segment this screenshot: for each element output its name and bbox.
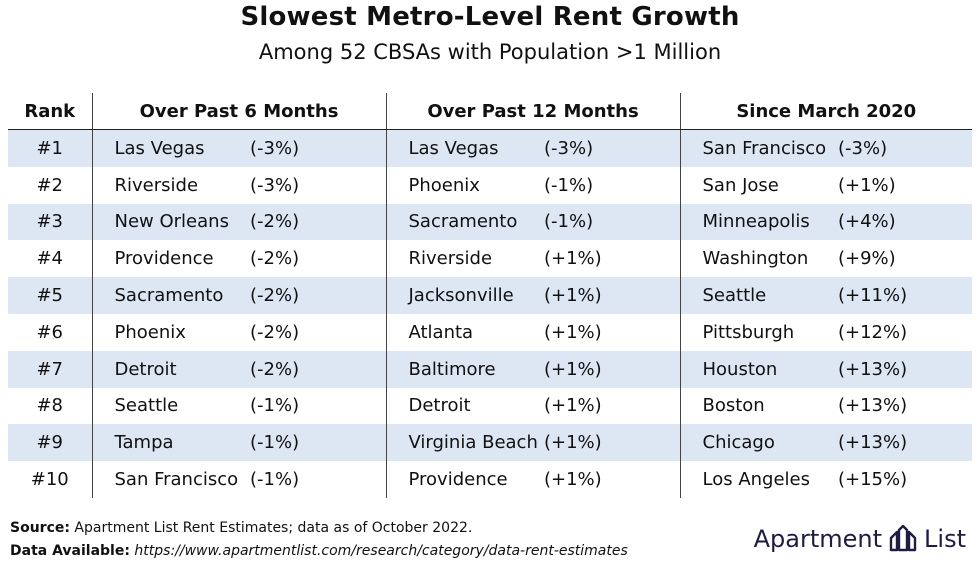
table-row: #3 New Orleans (-2%) Sacramento (-1%) Minneap… bbox=[8, 203, 973, 241]
pct-since-march-2020: (+15%) bbox=[838, 469, 908, 491]
city-12-months: Atlanta bbox=[408, 321, 474, 343]
city-since-march-2020: Los Angeles bbox=[702, 469, 811, 491]
rank-cell: #8 bbox=[8, 387, 93, 425]
pct-6-months: (-3%) bbox=[250, 129, 387, 167]
logo-text-left: Apartment bbox=[753, 525, 883, 553]
pct-12-months: (-1%) bbox=[544, 203, 681, 241]
pct-since-march-2020: (+12%) bbox=[838, 321, 908, 343]
pct-since-march-2020: (+13%) bbox=[838, 395, 908, 417]
source-label: Source: bbox=[10, 520, 70, 536]
table-row: #8 Seattle (-1%) Detroit (+1%) Boston (+13%) bbox=[8, 387, 972, 425]
city-12-months: Jacksonville bbox=[386, 277, 544, 314]
table-row: #9 Tampa (-1%) Virginia Beach (+1%) Chicago (+… bbox=[8, 424, 973, 462]
pct-6-months: (-1%) bbox=[250, 461, 387, 498]
rank-cell: #4 bbox=[8, 240, 93, 278]
footer-data-available: Data Available: https://www.apartmentlis… bbox=[10, 543, 628, 559]
city-12-months: Providence bbox=[408, 469, 508, 491]
pct-12-months: (+1%) bbox=[544, 240, 681, 278]
pct-6-months: (-1%) bbox=[250, 387, 387, 425]
city-6-months: Providence bbox=[114, 248, 214, 270]
header-12-months: Over Past 12 Months bbox=[386, 93, 681, 130]
pct-6-months: (-1%) bbox=[250, 424, 387, 462]
city-since-march-2020: Pittsburgh bbox=[702, 321, 795, 343]
pct-since-march-2020: (-3%) bbox=[838, 129, 973, 167]
rank-cell: #2 bbox=[8, 166, 93, 204]
city-since-march-2020: San Jose bbox=[702, 174, 779, 196]
pct-12-months: (+1%) bbox=[544, 461, 681, 498]
pct-6-months: (-2%) bbox=[250, 350, 387, 388]
rank-cell: #9 bbox=[8, 424, 93, 462]
city-6-months: San Francisco bbox=[114, 469, 239, 491]
rank-cell: #1 bbox=[8, 129, 93, 167]
data-url-link[interactable]: https://www.apartmentlist.com/research/c… bbox=[134, 543, 628, 559]
apartment-list-logo: Apartment List bbox=[754, 524, 966, 554]
city-12-months: Sacramento bbox=[386, 203, 544, 241]
city-since-march-2020: Chicago bbox=[680, 424, 838, 462]
pct-12-months: (+1%) bbox=[544, 350, 681, 388]
rent-growth-table: Rank Over Past 6 Months Over Past 12 Mon… bbox=[8, 93, 973, 498]
pct-6-months: (-3%) bbox=[250, 166, 387, 204]
pct-since-march-2020: (+11%) bbox=[838, 277, 973, 314]
city-6-months: New Orleans bbox=[92, 203, 250, 241]
city-6-months: Tampa bbox=[92, 424, 250, 462]
table-row: #1 Las Vegas (-3%) Las Vegas (-3%) San Franci… bbox=[8, 129, 973, 167]
pct-6-months: (-2%) bbox=[250, 277, 387, 314]
pct-since-march-2020: (+13%) bbox=[838, 350, 973, 388]
pct-12-months: (-1%) bbox=[544, 166, 681, 204]
table-row: #7 Detroit (-2%) Baltimore (+1%) Houston (+13%… bbox=[8, 350, 973, 388]
city-6-months: Las Vegas bbox=[92, 129, 250, 167]
city-12-months: Virginia Beach bbox=[386, 424, 544, 462]
building-logo-icon bbox=[889, 524, 917, 552]
pct-since-march-2020: (+13%) bbox=[838, 424, 973, 462]
rank-cell: #6 bbox=[8, 313, 93, 351]
rank-cell: #5 bbox=[8, 277, 93, 314]
city-since-march-2020: Washington bbox=[702, 248, 809, 270]
chart-subtitle: Among 52 CBSAs with Population >1 Millio… bbox=[258, 40, 722, 64]
city-since-march-2020: San Francisco bbox=[680, 129, 838, 167]
city-12-months: Phoenix bbox=[408, 174, 480, 196]
rank-cell: #3 bbox=[8, 203, 93, 241]
logo-text-right: List bbox=[924, 525, 966, 553]
city-6-months: Phoenix bbox=[114, 321, 186, 343]
rank-cell: #7 bbox=[8, 350, 93, 388]
table-row: #10 San Francisco (-1%) Providence (+1%) Los … bbox=[8, 461, 972, 498]
city-12-months: Baltimore bbox=[386, 350, 544, 388]
city-12-months: Riverside bbox=[408, 248, 493, 270]
data-available-label: Data Available: bbox=[10, 543, 130, 559]
pct-6-months: (-2%) bbox=[250, 313, 387, 351]
city-since-march-2020: Minneapolis bbox=[680, 203, 838, 241]
city-12-months: Las Vegas bbox=[386, 129, 544, 167]
pct-since-march-2020: (+1%) bbox=[838, 174, 896, 196]
city-since-march-2020: Boston bbox=[702, 395, 765, 417]
pct-since-march-2020: (+9%) bbox=[838, 248, 896, 270]
source-text: Apartment List Rent Estimates; data as o… bbox=[74, 520, 473, 536]
table-row: #6 Phoenix (-2%) Atlanta (+1%) Pittsburgh (+12… bbox=[8, 313, 972, 351]
table-header-row: Rank Over Past 6 Months Over Past 12 Mon… bbox=[8, 93, 973, 130]
table-row: #2 Riverside (-3%) Phoenix (-1%) San Jose (+1%… bbox=[8, 166, 972, 204]
pct-12-months: (+1%) bbox=[544, 387, 681, 425]
pct-6-months: (-2%) bbox=[250, 203, 387, 241]
city-6-months: Sacramento bbox=[92, 277, 250, 314]
pct-12-months: (+1%) bbox=[544, 277, 681, 314]
city-6-months: Seattle bbox=[114, 395, 179, 417]
pct-12-months: (-3%) bbox=[544, 129, 681, 167]
city-since-march-2020: Seattle bbox=[680, 277, 838, 314]
city-since-march-2020: Houston bbox=[680, 350, 838, 388]
table-row: #4 Providence (-2%) Riverside (+1%) Washingto… bbox=[8, 240, 972, 278]
footer-source: Source: Apartment List Rent Estimates; d… bbox=[10, 520, 472, 536]
header-6-months: Over Past 6 Months bbox=[92, 93, 387, 130]
table-body: #1 Las Vegas (-3%) Las Vegas (-3%) San Franci… bbox=[8, 129, 973, 498]
chart-title: Slowest Metro-Level Rent Growth bbox=[240, 2, 740, 32]
pct-12-months: (+1%) bbox=[544, 424, 681, 462]
pct-since-march-2020: (+4%) bbox=[838, 203, 973, 241]
header-rank: Rank bbox=[8, 93, 93, 130]
header-since-march-2020: Since March 2020 bbox=[680, 93, 973, 130]
pct-6-months: (-2%) bbox=[250, 240, 387, 278]
table-row: #5 Sacramento (-2%) Jacksonville (+1%) Seattl… bbox=[8, 277, 973, 314]
city-6-months: Detroit bbox=[92, 350, 250, 388]
city-6-months: Riverside bbox=[114, 174, 199, 196]
rank-cell: #10 bbox=[8, 461, 93, 498]
city-12-months: Detroit bbox=[408, 395, 471, 417]
pct-12-months: (+1%) bbox=[544, 313, 681, 351]
